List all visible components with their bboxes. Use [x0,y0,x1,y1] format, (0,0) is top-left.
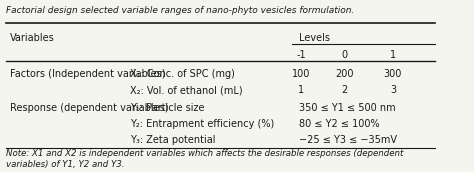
Text: X₁: Conc. of SPC (mg): X₁: Conc. of SPC (mg) [130,69,235,79]
Text: Variables: Variables [10,33,55,43]
Text: 0: 0 [342,50,348,60]
Text: Factors (Independent variables): Factors (Independent variables) [10,69,165,79]
Text: 80 ≤ Y2 ≤ 100%: 80 ≤ Y2 ≤ 100% [299,119,380,129]
Text: X₂: Vol. of ethanol (mL): X₂: Vol. of ethanol (mL) [130,85,243,95]
Text: Factorial design selected variable ranges of nano-phyto vesicles formulation.: Factorial design selected variable range… [6,6,354,15]
Text: Response (dependent variables): Response (dependent variables) [10,103,169,113]
Text: 200: 200 [336,69,354,79]
Text: −25 ≤ Y3 ≤ −35mV: −25 ≤ Y3 ≤ −35mV [299,135,397,145]
Text: 1: 1 [390,50,396,60]
Text: 1: 1 [298,85,304,95]
Text: 300: 300 [384,69,402,79]
Text: -1: -1 [296,50,306,60]
Text: 350 ≤ Y1 ≤ 500 nm: 350 ≤ Y1 ≤ 500 nm [299,103,395,113]
Text: Note: X1 and X2 is independent variables which affects the desirable responses (: Note: X1 and X2 is independent variables… [6,149,403,169]
Text: 3: 3 [390,85,396,95]
Text: Y₃: Zeta potential: Y₃: Zeta potential [130,135,216,145]
Text: Y₁: Particle size: Y₁: Particle size [130,103,205,113]
Text: Y₂: Entrapment efficiency (%): Y₂: Entrapment efficiency (%) [130,119,275,129]
Text: Levels: Levels [299,33,330,43]
Text: 100: 100 [292,69,310,79]
Text: 2: 2 [342,85,348,95]
